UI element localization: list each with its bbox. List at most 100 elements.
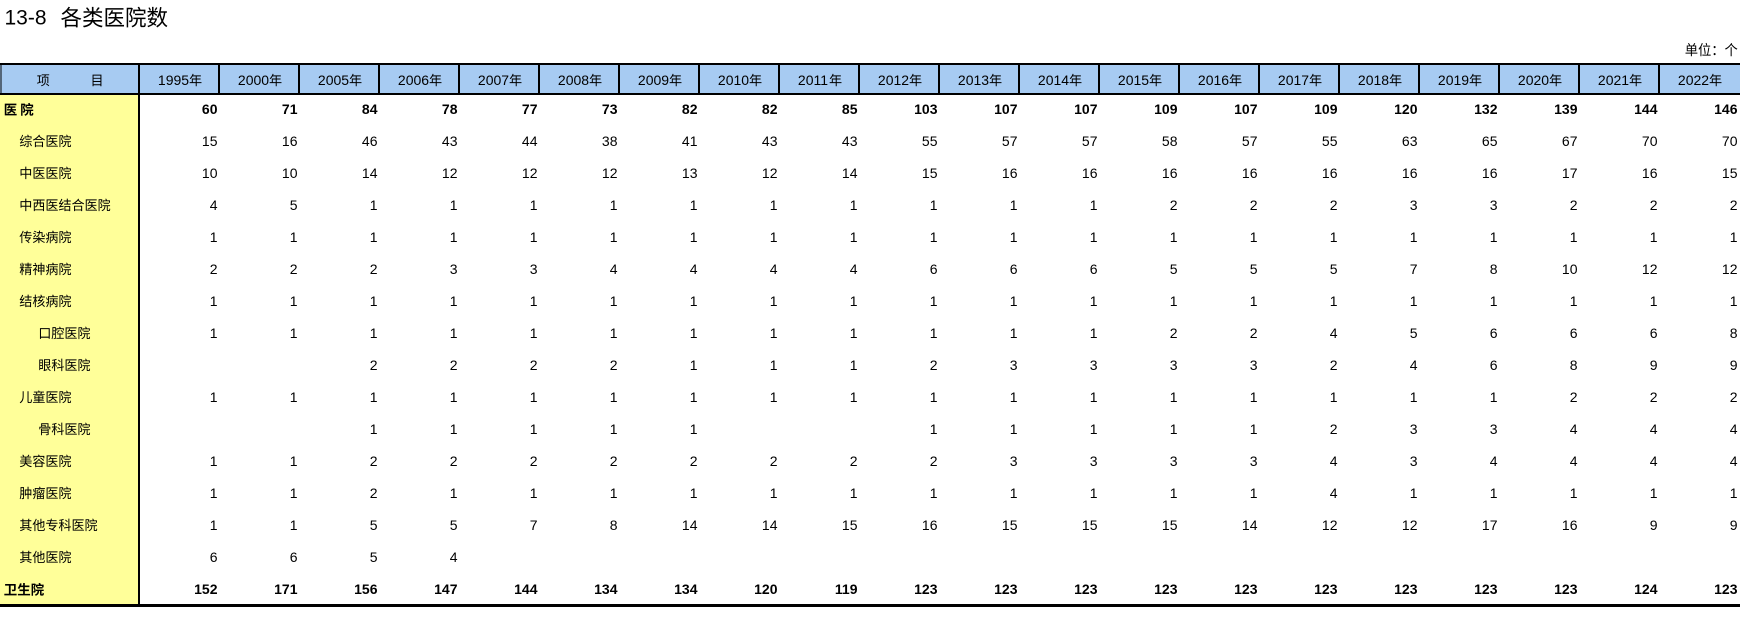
svg-text:2012: 2012 bbox=[878, 72, 909, 88]
svg-text:16: 16 bbox=[1002, 165, 1018, 181]
svg-text:10: 10 bbox=[202, 165, 218, 181]
svg-text:1: 1 bbox=[1410, 485, 1418, 501]
svg-text:1: 1 bbox=[610, 293, 618, 309]
svg-text:12: 12 bbox=[1722, 261, 1738, 277]
svg-text:1: 1 bbox=[1490, 229, 1498, 245]
svg-text:14: 14 bbox=[762, 517, 778, 533]
svg-text:78: 78 bbox=[442, 101, 458, 117]
svg-text:107: 107 bbox=[994, 101, 1018, 117]
svg-text:1: 1 bbox=[1170, 421, 1178, 437]
svg-text:3: 3 bbox=[1170, 357, 1178, 373]
svg-text:1: 1 bbox=[450, 421, 458, 437]
svg-text:14: 14 bbox=[842, 165, 858, 181]
svg-text:103: 103 bbox=[914, 101, 938, 117]
svg-text:4: 4 bbox=[1570, 421, 1578, 437]
svg-text:3: 3 bbox=[1490, 421, 1498, 437]
svg-text:41: 41 bbox=[682, 133, 698, 149]
svg-text:4: 4 bbox=[770, 261, 778, 277]
svg-text:1: 1 bbox=[1170, 389, 1178, 405]
svg-text:4: 4 bbox=[1730, 453, 1738, 469]
svg-text:1: 1 bbox=[930, 229, 938, 245]
svg-text:123: 123 bbox=[1234, 581, 1258, 597]
svg-text:1: 1 bbox=[290, 453, 298, 469]
svg-text:2010: 2010 bbox=[718, 72, 749, 88]
svg-text:1: 1 bbox=[210, 293, 218, 309]
svg-text:1: 1 bbox=[690, 325, 698, 341]
svg-text:1: 1 bbox=[1090, 293, 1098, 309]
svg-text:1: 1 bbox=[1650, 229, 1658, 245]
svg-text:2: 2 bbox=[370, 261, 378, 277]
svg-text:43: 43 bbox=[442, 133, 458, 149]
svg-text:1: 1 bbox=[690, 197, 698, 213]
svg-text:119: 119 bbox=[835, 581, 858, 597]
svg-text:1: 1 bbox=[1010, 389, 1018, 405]
svg-text:12: 12 bbox=[442, 165, 458, 181]
svg-text:60: 60 bbox=[202, 101, 218, 117]
svg-text:13: 13 bbox=[682, 165, 698, 181]
svg-text:123: 123 bbox=[994, 581, 1018, 597]
svg-text:2: 2 bbox=[610, 453, 618, 469]
svg-text:3: 3 bbox=[1410, 453, 1418, 469]
svg-text:8: 8 bbox=[610, 517, 618, 533]
svg-text:123: 123 bbox=[1314, 581, 1338, 597]
svg-text:70: 70 bbox=[1722, 133, 1738, 149]
svg-text:65: 65 bbox=[1482, 133, 1498, 149]
svg-text:1: 1 bbox=[850, 357, 858, 373]
svg-text:12: 12 bbox=[1642, 261, 1658, 277]
svg-text:1: 1 bbox=[1650, 293, 1658, 309]
svg-text:12: 12 bbox=[1402, 517, 1418, 533]
svg-text:2020: 2020 bbox=[1518, 72, 1549, 88]
svg-text:2000: 2000 bbox=[238, 72, 269, 88]
svg-text:4: 4 bbox=[850, 261, 858, 277]
svg-text:16: 16 bbox=[1082, 165, 1098, 181]
svg-text:14: 14 bbox=[362, 165, 378, 181]
svg-text:1: 1 bbox=[290, 325, 298, 341]
svg-text:1: 1 bbox=[770, 325, 778, 341]
svg-text:46: 46 bbox=[362, 133, 378, 149]
svg-text:17: 17 bbox=[1482, 517, 1498, 533]
svg-text:1: 1 bbox=[1570, 485, 1578, 501]
svg-text:2017: 2017 bbox=[1278, 72, 1309, 88]
svg-text:2: 2 bbox=[530, 453, 538, 469]
svg-text:2: 2 bbox=[1170, 197, 1178, 213]
svg-text:1: 1 bbox=[1410, 293, 1418, 309]
svg-text:1: 1 bbox=[610, 197, 618, 213]
svg-text:16: 16 bbox=[1562, 517, 1578, 533]
svg-text:2: 2 bbox=[370, 485, 378, 501]
svg-text:123: 123 bbox=[1714, 581, 1738, 597]
svg-text:8: 8 bbox=[1490, 261, 1498, 277]
svg-text:1: 1 bbox=[370, 421, 378, 437]
svg-text:3: 3 bbox=[1010, 453, 1018, 469]
svg-text:2: 2 bbox=[1330, 421, 1338, 437]
svg-text:9: 9 bbox=[1730, 517, 1738, 533]
svg-text:3: 3 bbox=[1010, 357, 1018, 373]
svg-text:147: 147 bbox=[434, 581, 458, 597]
svg-text:120: 120 bbox=[754, 581, 778, 597]
svg-text:8: 8 bbox=[1570, 357, 1578, 373]
svg-text:2: 2 bbox=[1250, 197, 1258, 213]
svg-text:73: 73 bbox=[602, 101, 618, 117]
svg-text:4: 4 bbox=[1330, 485, 1338, 501]
svg-text:3: 3 bbox=[1490, 197, 1498, 213]
svg-text:16: 16 bbox=[1242, 165, 1258, 181]
svg-text:1: 1 bbox=[1330, 229, 1338, 245]
svg-text:2: 2 bbox=[530, 357, 538, 373]
svg-text:2015: 2015 bbox=[1118, 72, 1149, 88]
svg-text:2022: 2022 bbox=[1678, 72, 1709, 88]
svg-text:1995: 1995 bbox=[158, 72, 189, 88]
svg-text:12: 12 bbox=[522, 165, 538, 181]
svg-text:3: 3 bbox=[1250, 453, 1258, 469]
svg-text:1: 1 bbox=[1170, 229, 1178, 245]
svg-text:5: 5 bbox=[370, 517, 378, 533]
svg-text:15: 15 bbox=[922, 165, 938, 181]
svg-text:5: 5 bbox=[1410, 325, 1418, 341]
svg-text:1: 1 bbox=[530, 389, 538, 405]
svg-text:15: 15 bbox=[842, 517, 858, 533]
svg-text:2: 2 bbox=[930, 453, 938, 469]
svg-text:1: 1 bbox=[690, 389, 698, 405]
svg-text:1: 1 bbox=[850, 197, 858, 213]
svg-text:1: 1 bbox=[610, 421, 618, 437]
svg-text:82: 82 bbox=[682, 101, 698, 117]
svg-text:1: 1 bbox=[690, 485, 698, 501]
svg-text:1: 1 bbox=[850, 389, 858, 405]
